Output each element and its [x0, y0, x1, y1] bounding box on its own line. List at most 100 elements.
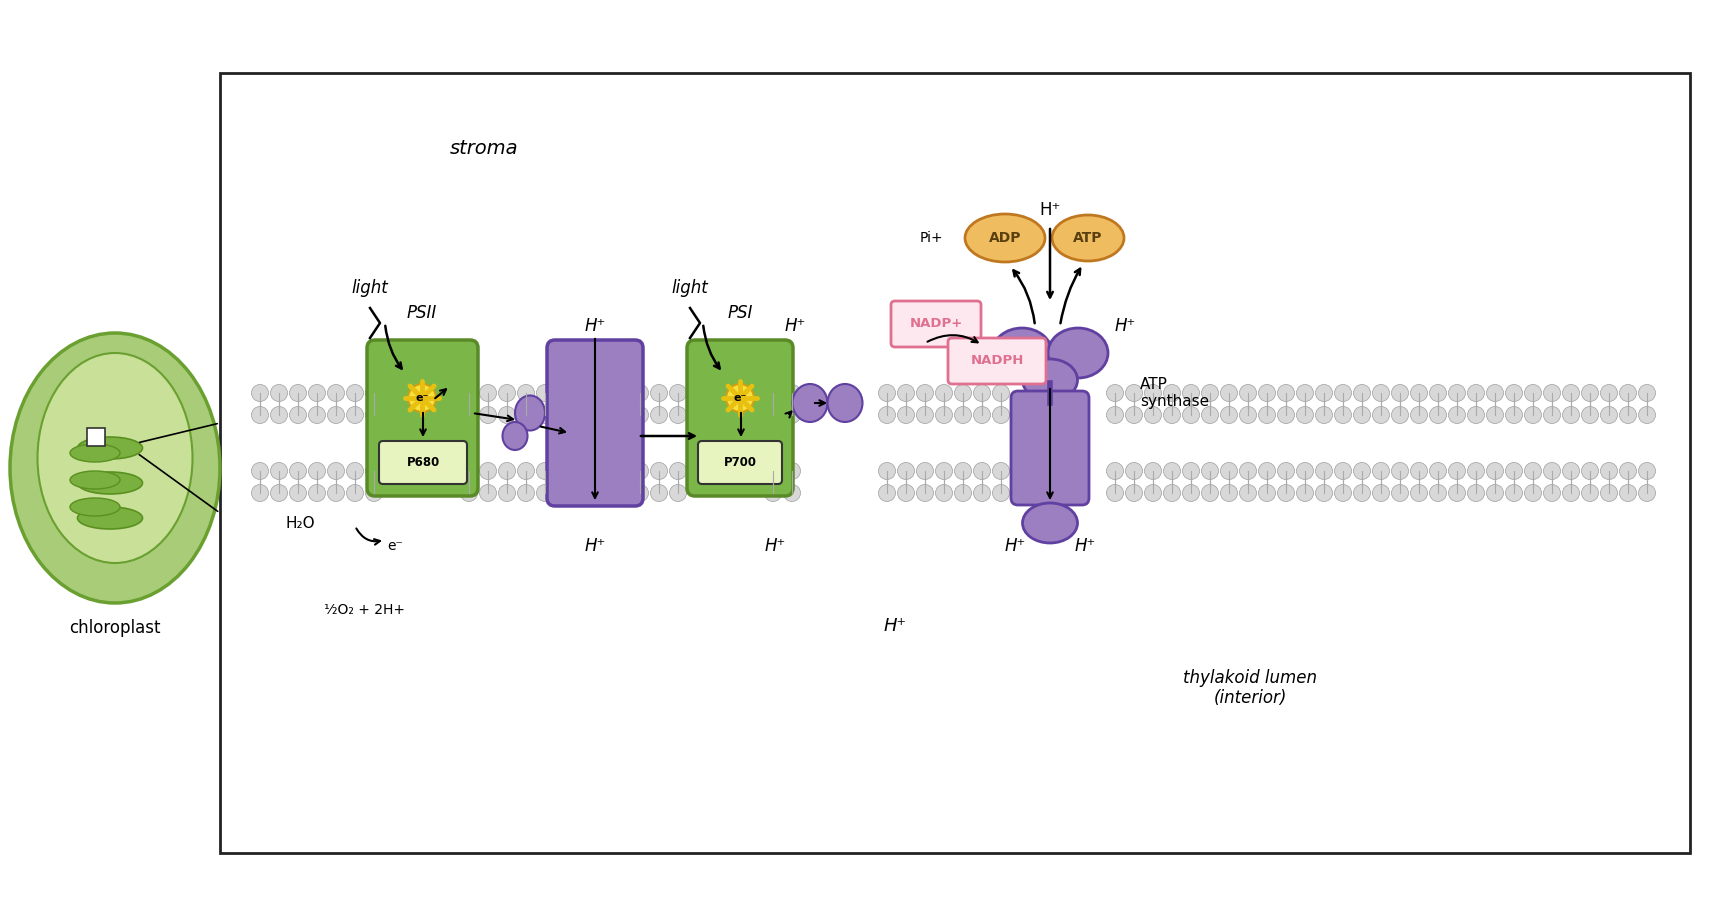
Circle shape [727, 384, 754, 412]
Text: H₂O: H₂O [286, 516, 315, 530]
Circle shape [327, 462, 344, 479]
Circle shape [1372, 407, 1390, 423]
Circle shape [1619, 384, 1636, 401]
Circle shape [651, 485, 668, 501]
Circle shape [1126, 485, 1142, 501]
Text: H⁺: H⁺ [883, 617, 906, 635]
Ellipse shape [38, 353, 193, 563]
Text: ¹⁄₂O₂ + 2H+: ¹⁄₂O₂ + 2H+ [324, 603, 405, 617]
Circle shape [765, 485, 782, 501]
Circle shape [1221, 485, 1238, 501]
Text: chloroplast: chloroplast [69, 619, 160, 637]
Ellipse shape [828, 384, 863, 422]
Circle shape [1639, 407, 1655, 423]
Text: ATP
synthase: ATP synthase [1140, 377, 1209, 410]
Circle shape [1391, 485, 1409, 501]
Circle shape [632, 407, 649, 423]
Circle shape [1448, 384, 1465, 401]
Circle shape [537, 462, 553, 479]
Text: PSII: PSII [406, 304, 437, 322]
Circle shape [1467, 384, 1484, 401]
Circle shape [1486, 384, 1503, 401]
Circle shape [632, 384, 649, 401]
Circle shape [1335, 485, 1352, 501]
Circle shape [1448, 485, 1465, 501]
Text: H⁺: H⁺ [1114, 317, 1135, 335]
Circle shape [1240, 407, 1257, 423]
Circle shape [1107, 384, 1123, 401]
Circle shape [897, 407, 914, 423]
Circle shape [1183, 384, 1200, 401]
Circle shape [251, 407, 269, 423]
Circle shape [1297, 485, 1314, 501]
Circle shape [878, 485, 895, 501]
Circle shape [1467, 407, 1484, 423]
Circle shape [954, 384, 971, 401]
Text: H⁺: H⁺ [1004, 537, 1026, 555]
Circle shape [1600, 462, 1617, 479]
Circle shape [1107, 485, 1123, 501]
Circle shape [270, 462, 288, 479]
Ellipse shape [10, 333, 220, 603]
Circle shape [1467, 485, 1484, 501]
Circle shape [346, 462, 363, 479]
Circle shape [518, 407, 534, 423]
Circle shape [1524, 485, 1541, 501]
Circle shape [251, 485, 269, 501]
Ellipse shape [71, 498, 121, 516]
Circle shape [1448, 407, 1465, 423]
Circle shape [1639, 485, 1655, 501]
Circle shape [1202, 485, 1219, 501]
Circle shape [651, 384, 668, 401]
Ellipse shape [515, 396, 544, 430]
Ellipse shape [1023, 503, 1078, 543]
Circle shape [1581, 485, 1598, 501]
Circle shape [308, 485, 325, 501]
Text: light: light [672, 279, 708, 297]
Circle shape [1335, 384, 1352, 401]
Circle shape [1316, 485, 1333, 501]
Circle shape [518, 462, 534, 479]
Circle shape [916, 384, 933, 401]
Circle shape [1429, 407, 1446, 423]
Ellipse shape [71, 444, 121, 462]
Circle shape [289, 384, 307, 401]
Ellipse shape [792, 384, 828, 422]
Circle shape [1524, 462, 1541, 479]
Circle shape [973, 407, 990, 423]
Circle shape [365, 384, 382, 401]
Circle shape [1562, 407, 1579, 423]
Circle shape [670, 485, 687, 501]
FancyBboxPatch shape [697, 441, 782, 484]
Circle shape [1543, 485, 1560, 501]
Circle shape [1259, 384, 1276, 401]
Circle shape [1505, 407, 1522, 423]
Text: e⁻: e⁻ [415, 393, 429, 403]
Text: NADP+: NADP+ [909, 318, 963, 331]
Circle shape [1278, 407, 1295, 423]
Text: stroma: stroma [449, 139, 518, 157]
Text: H⁺: H⁺ [1040, 201, 1061, 219]
Circle shape [1164, 485, 1181, 501]
Circle shape [289, 407, 307, 423]
Circle shape [1202, 407, 1219, 423]
Text: Pi+: Pi+ [920, 231, 944, 245]
Circle shape [1619, 462, 1636, 479]
Text: light: light [351, 279, 389, 297]
Circle shape [1391, 407, 1409, 423]
Circle shape [1259, 485, 1276, 501]
Ellipse shape [71, 471, 121, 489]
Circle shape [878, 384, 895, 401]
Circle shape [992, 407, 1009, 423]
Circle shape [1448, 462, 1465, 479]
Ellipse shape [964, 214, 1045, 262]
Circle shape [935, 462, 952, 479]
Circle shape [897, 462, 914, 479]
Circle shape [1581, 462, 1598, 479]
Circle shape [308, 384, 325, 401]
Text: P680: P680 [406, 456, 439, 469]
Circle shape [1562, 485, 1579, 501]
Circle shape [1562, 384, 1579, 401]
Circle shape [1297, 407, 1314, 423]
Circle shape [270, 407, 288, 423]
